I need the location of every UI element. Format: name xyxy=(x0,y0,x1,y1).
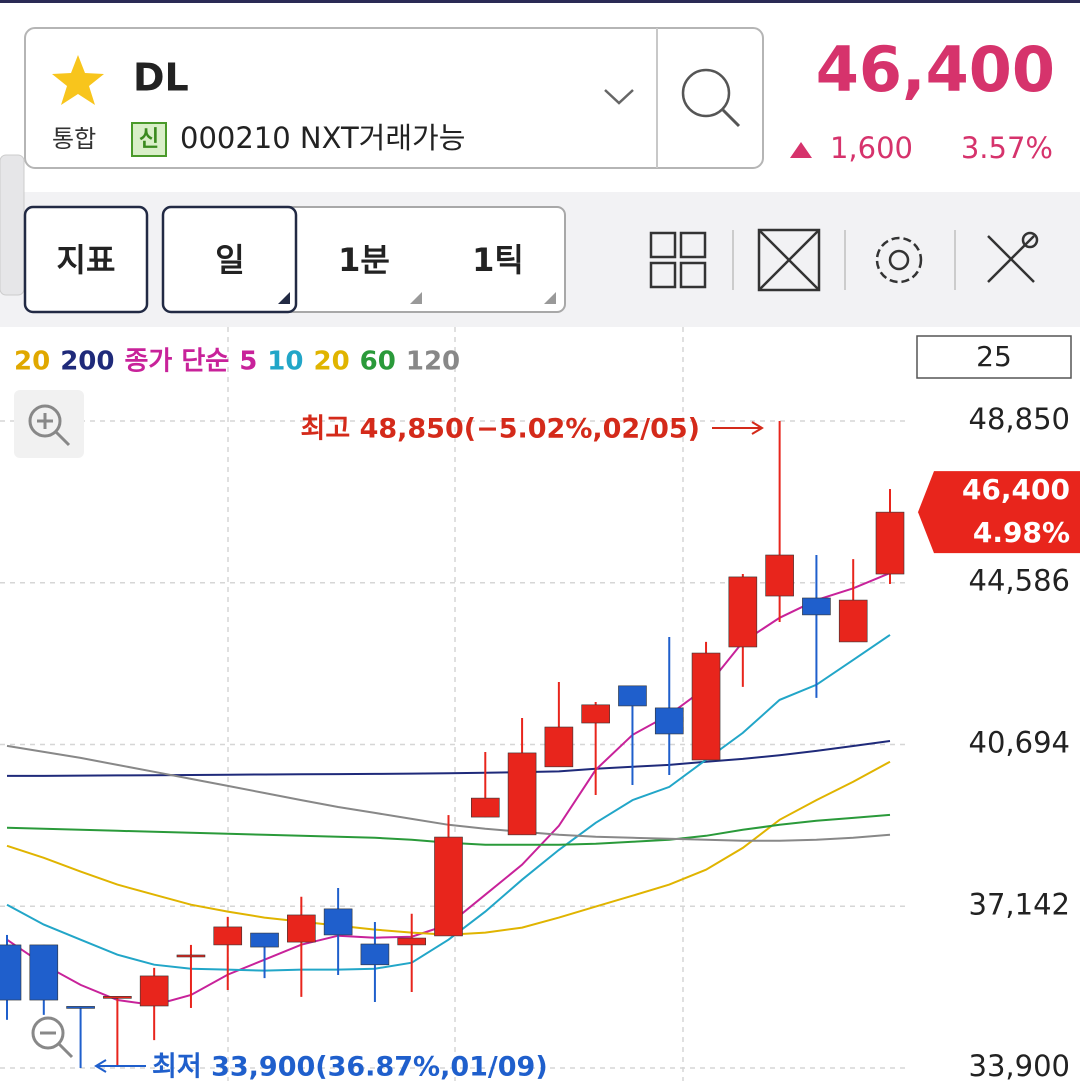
price-tag xyxy=(918,471,1080,554)
legend-entry: 20 xyxy=(14,347,50,377)
period-corner xyxy=(410,292,422,304)
y-tick-label: 40,694 xyxy=(969,726,1070,760)
period-label[interactable]: 1분 xyxy=(338,241,390,279)
dropdown[interactable] xyxy=(604,89,634,105)
zoom-in-icon xyxy=(37,413,71,447)
candle-body xyxy=(176,954,206,958)
candle-body xyxy=(0,944,22,1001)
candle-body xyxy=(802,597,831,616)
zoom-in-icon xyxy=(28,404,62,438)
low-arrow xyxy=(94,1059,146,1073)
candle-body xyxy=(360,943,390,966)
candle-body xyxy=(618,685,647,707)
ma-line xyxy=(7,740,891,777)
price-tag-label: 46,400 xyxy=(962,473,1070,506)
favorite-star[interactable] xyxy=(52,55,104,105)
legend-entry: 200 xyxy=(60,347,114,377)
legend-entry: 20 xyxy=(313,347,349,377)
legend-entry: 5 xyxy=(239,347,257,377)
y-tick-label: 37,142 xyxy=(969,887,1070,921)
search-icon-handle xyxy=(721,108,741,128)
count-box[interactable] xyxy=(916,335,1072,379)
y-tick-label: 33,900 xyxy=(969,1049,1070,1081)
candle-body xyxy=(544,726,574,768)
y-tick-label: 44,586 xyxy=(969,564,1070,598)
legend-entry: 10 xyxy=(267,347,303,377)
change: 1,600 xyxy=(830,131,913,165)
candle-body xyxy=(875,511,905,575)
change-pct: 3.57% xyxy=(961,131,1053,165)
settings-icon[interactable] xyxy=(875,236,923,284)
visible-count: 25 xyxy=(976,340,1012,373)
high-annotation: 최고 48,850(−5.02%,02/05) xyxy=(300,414,700,445)
tools-icon[interactable] xyxy=(987,231,1039,283)
candle-body xyxy=(250,932,279,948)
high-arrow xyxy=(712,421,764,435)
price-tag-change: 4.98% xyxy=(973,516,1070,549)
candle-body xyxy=(470,797,500,818)
fullscreen-icon[interactable] xyxy=(757,228,821,292)
period-label[interactable]: 1틱 xyxy=(472,241,524,279)
candle-body xyxy=(397,937,427,946)
price: 46,400 xyxy=(816,33,1055,106)
period-corner xyxy=(278,292,290,304)
indicator-label: 지표 xyxy=(57,241,116,279)
legend-entry: 60 xyxy=(360,347,396,377)
stock-code: 000210 NXT거래가능 xyxy=(180,121,465,155)
stock-name: DL xyxy=(133,56,189,100)
legend-entry: 120 xyxy=(406,347,460,377)
legend-entry: 종가 단순 xyxy=(124,347,229,377)
candle-body xyxy=(507,752,537,836)
candle-body xyxy=(66,1006,95,1009)
badge-box xyxy=(131,122,167,157)
candle-body xyxy=(765,554,794,597)
candle-body xyxy=(581,704,610,724)
zoom-out-icon[interactable] xyxy=(31,1016,65,1050)
indicator-button[interactable] xyxy=(23,205,149,314)
badge: 신 xyxy=(139,127,159,152)
zoom-in[interactable] xyxy=(14,390,84,458)
candle-body xyxy=(213,926,243,946)
candle-body xyxy=(691,652,721,761)
candle-body xyxy=(654,707,684,735)
top-border xyxy=(0,0,1080,3)
candle-body xyxy=(838,599,868,643)
candle-body xyxy=(323,908,353,936)
period-corner xyxy=(544,292,556,304)
search-box[interactable] xyxy=(24,27,764,169)
candle-body xyxy=(434,836,463,937)
candle-body xyxy=(103,996,132,999)
up-arrow xyxy=(790,142,812,158)
low-annotation: 최저 33,900(36.87%,01/09) xyxy=(152,1052,548,1081)
candle-body xyxy=(29,944,59,1001)
candle-body xyxy=(728,576,758,648)
side-handle[interactable] xyxy=(0,154,25,296)
y-tick-label: 48,850 xyxy=(969,402,1070,436)
candle-body xyxy=(139,975,169,1007)
period-selected xyxy=(161,205,298,314)
period-label[interactable]: 일 xyxy=(215,241,244,279)
market: 통합 xyxy=(52,125,96,153)
candle-body xyxy=(287,914,316,943)
layout-icon[interactable] xyxy=(649,231,707,289)
zoom-out-icon xyxy=(40,1031,74,1059)
search-icon[interactable] xyxy=(681,68,731,118)
ma-line xyxy=(6,634,891,972)
